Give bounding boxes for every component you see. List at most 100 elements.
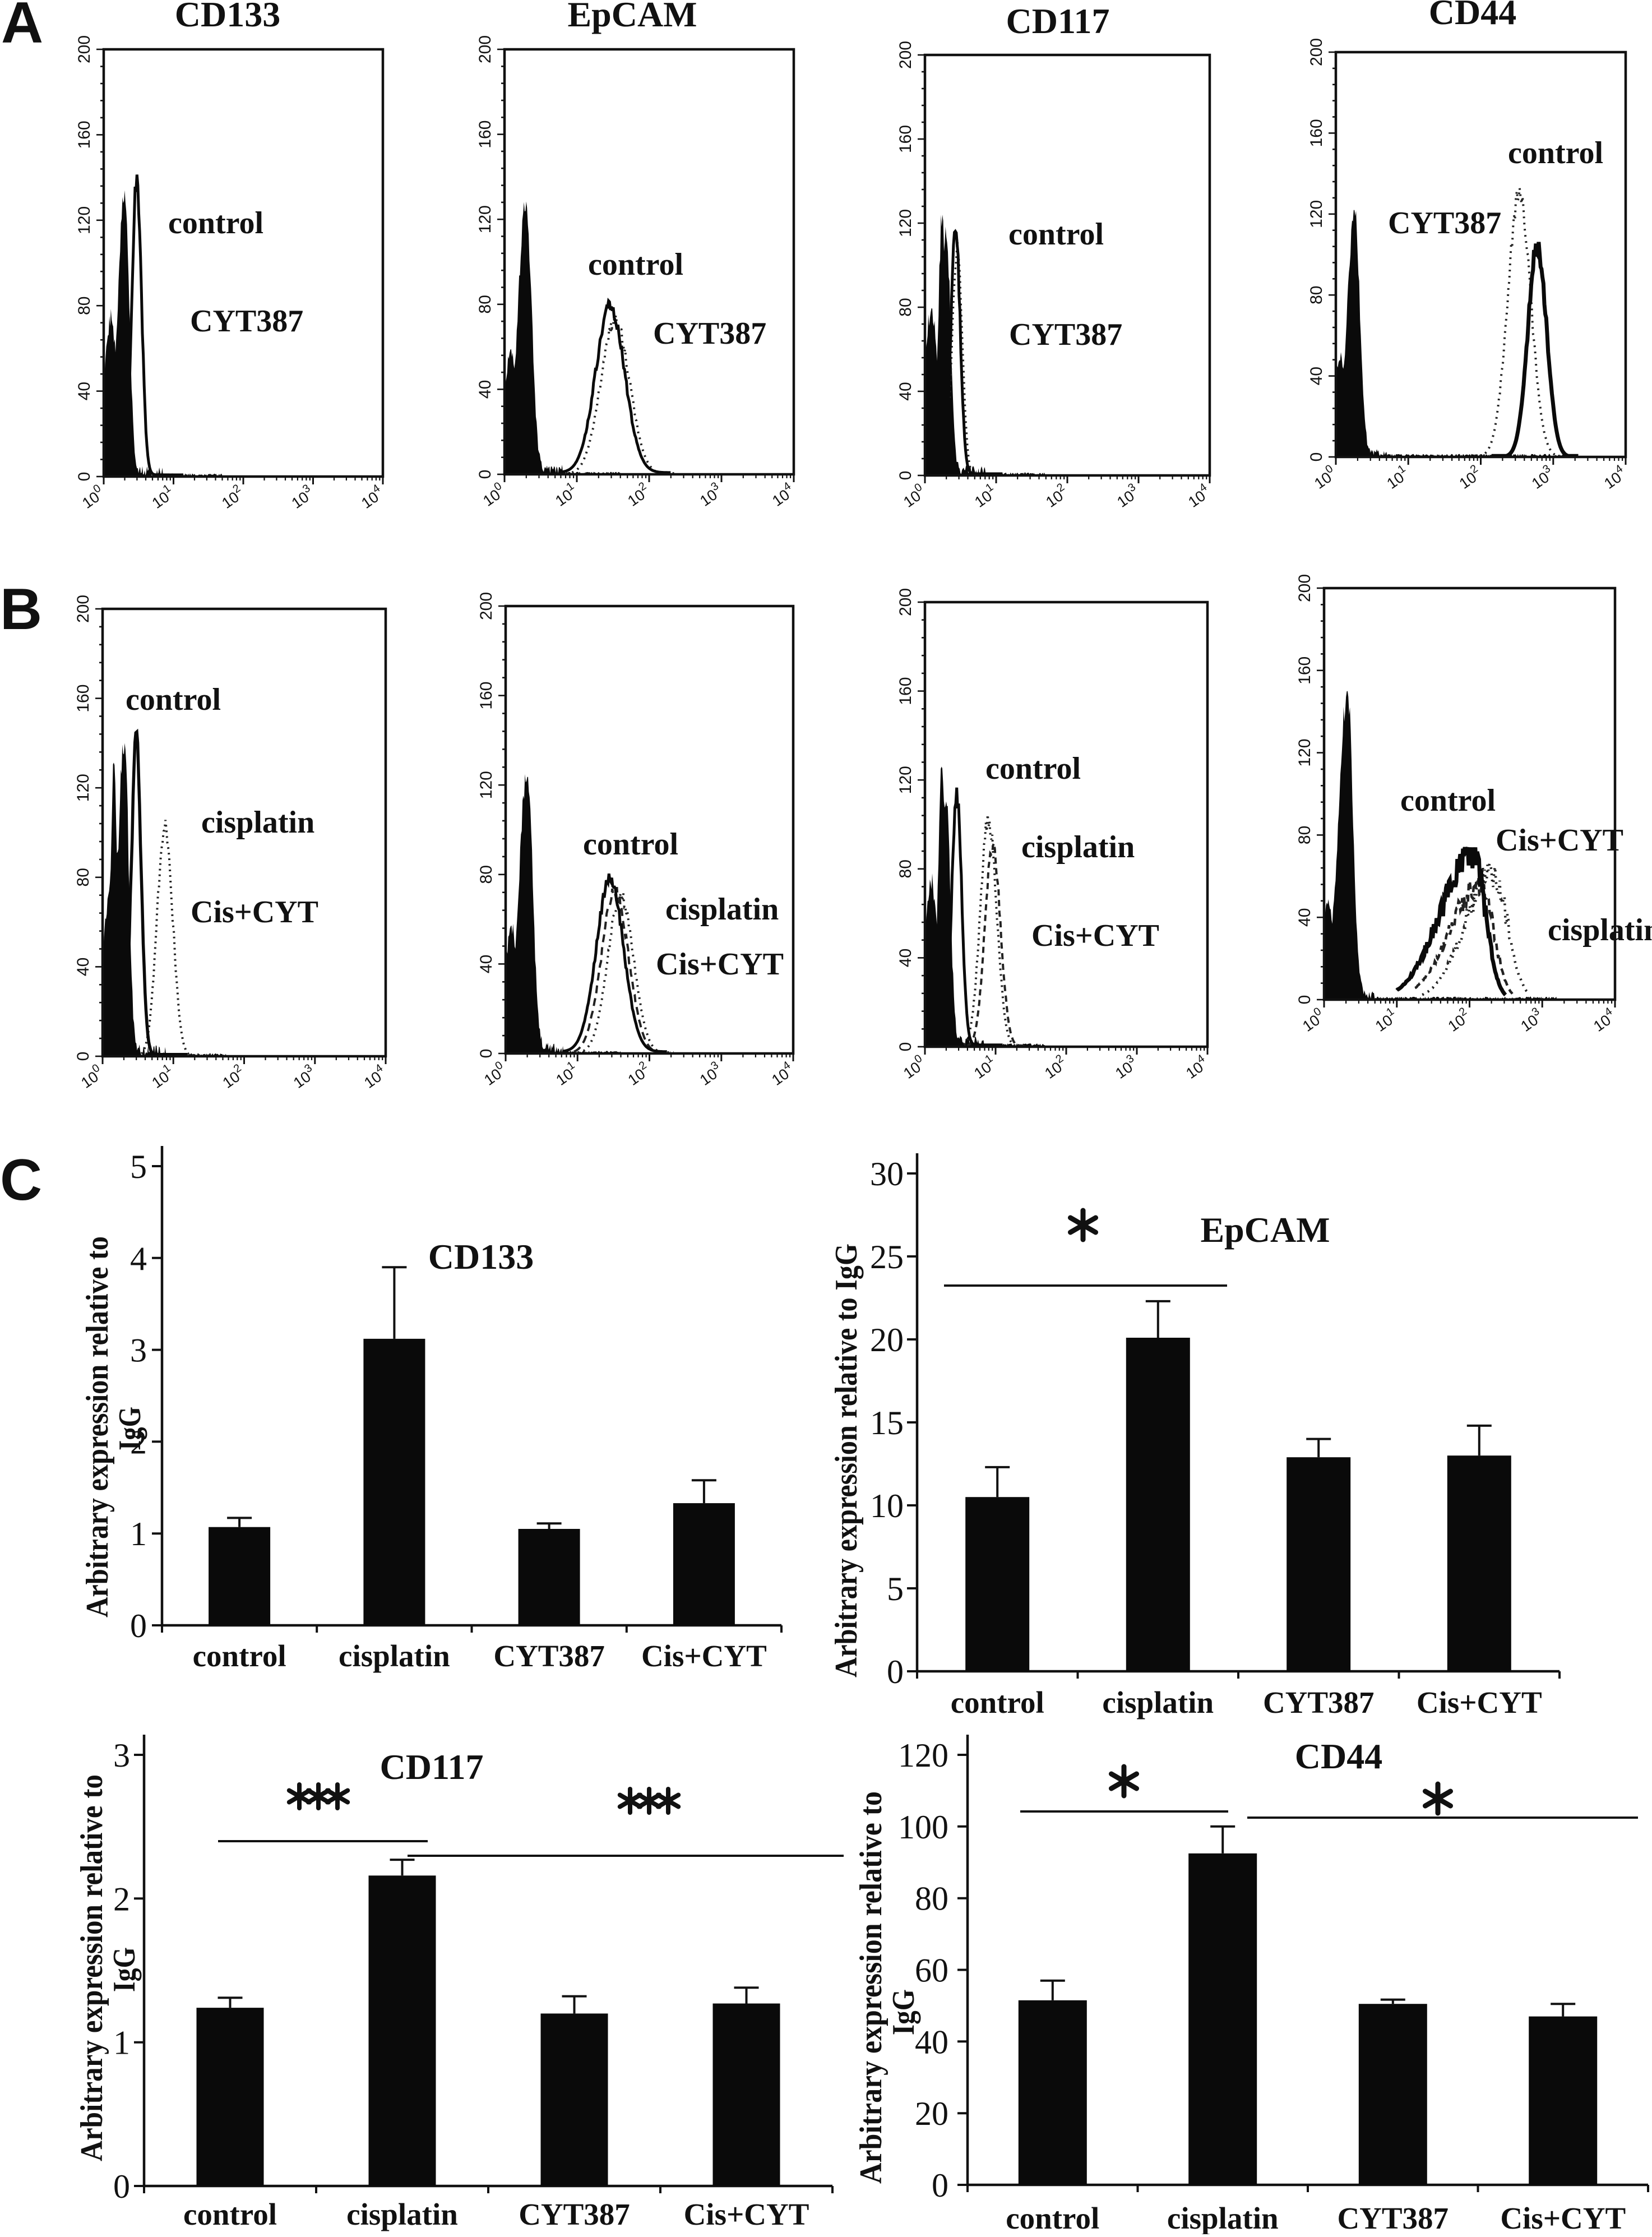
svg-text:0: 0 — [113, 2168, 130, 2205]
svg-text:200: 200 — [477, 592, 496, 620]
svg-text:cisplatin: cisplatin — [1021, 830, 1135, 865]
svg-text:120: 120 — [898, 1737, 948, 1774]
svg-text:Arbitrary expression relative: Arbitrary expression relative to — [854, 1791, 889, 2184]
svg-text:40: 40 — [477, 955, 496, 973]
svg-text:CYT387: CYT387 — [493, 1639, 605, 1673]
svg-text:CYT387: CYT387 — [653, 316, 766, 351]
svg-text:Cis+CYT: Cis+CYT — [656, 947, 784, 982]
svg-text:5: 5 — [130, 1148, 147, 1185]
svg-text:80: 80 — [896, 298, 915, 316]
svg-text:200: 200 — [75, 35, 94, 63]
svg-text:IgG: IgG — [113, 1407, 147, 1450]
svg-text:100: 100 — [898, 1809, 948, 1846]
svg-text:0: 0 — [130, 1607, 147, 1644]
svg-text:control: control — [1008, 217, 1104, 252]
svg-text:A: A — [1, 0, 43, 56]
svg-text:30: 30 — [870, 1156, 904, 1193]
svg-text:80: 80 — [896, 859, 915, 878]
svg-text:120: 120 — [75, 206, 94, 234]
svg-text:5: 5 — [887, 1570, 904, 1607]
svg-text:120: 120 — [896, 209, 915, 237]
svg-text:CYT387: CYT387 — [1263, 1685, 1375, 1720]
svg-text:Arbitrary expression relative: Arbitrary expression relative to — [80, 1236, 115, 1617]
svg-text:CYT387: CYT387 — [1388, 206, 1501, 241]
svg-text:C: C — [0, 1148, 42, 1213]
svg-text:control: control — [1508, 136, 1603, 170]
svg-text:20: 20 — [915, 2095, 948, 2132]
svg-text:200: 200 — [896, 41, 915, 69]
svg-text:0: 0 — [74, 1052, 92, 1061]
svg-text:control: control — [1006, 2201, 1099, 2234]
svg-text:160: 160 — [476, 121, 494, 149]
svg-text:CD117: CD117 — [1006, 1, 1110, 41]
svg-text:3: 3 — [130, 1332, 147, 1369]
svg-text:40: 40 — [896, 949, 915, 967]
svg-text:120: 120 — [477, 771, 496, 799]
svg-text:4: 4 — [130, 1240, 147, 1277]
svg-text:0: 0 — [1307, 452, 1326, 462]
svg-text:160: 160 — [75, 121, 94, 149]
svg-text:CYT387: CYT387 — [190, 304, 303, 339]
svg-text:CD133: CD133 — [428, 1237, 534, 1277]
svg-text:cisplatin: cisplatin — [1167, 2201, 1279, 2234]
svg-text:80: 80 — [1307, 286, 1326, 304]
svg-text:80: 80 — [1295, 826, 1314, 844]
svg-text:Cis+CYT: Cis+CYT — [1500, 2201, 1626, 2234]
svg-text:cisplatin: cisplatin — [1102, 1685, 1214, 1720]
svg-text:CD44: CD44 — [1429, 0, 1516, 32]
svg-text:control: control — [583, 827, 678, 862]
svg-text:EpCAM: EpCAM — [567, 0, 697, 34]
svg-text:1: 1 — [130, 1515, 147, 1552]
svg-text:160: 160 — [477, 682, 496, 710]
svg-text:15: 15 — [870, 1404, 904, 1441]
svg-text:120: 120 — [74, 774, 92, 802]
svg-text:0: 0 — [1295, 995, 1314, 1005]
svg-text:EpCAM: EpCAM — [1200, 1210, 1330, 1250]
svg-text:Cis+CYT: Cis+CYT — [641, 1639, 767, 1673]
svg-text:cisplatin: cisplatin — [346, 2197, 458, 2231]
svg-text:CD133: CD133 — [175, 0, 280, 34]
svg-text:20: 20 — [870, 1321, 904, 1358]
svg-text:0: 0 — [896, 471, 915, 480]
svg-text:40: 40 — [1307, 367, 1326, 385]
svg-text:200: 200 — [1295, 574, 1314, 602]
svg-text:200: 200 — [74, 595, 92, 623]
svg-text:IgG: IgG — [107, 1947, 142, 1992]
svg-text:40: 40 — [476, 380, 494, 399]
svg-text:120: 120 — [1295, 739, 1314, 767]
svg-text:160: 160 — [1307, 119, 1326, 147]
svg-text:40: 40 — [74, 958, 92, 976]
svg-text:25: 25 — [870, 1238, 904, 1275]
svg-text:control: control — [985, 751, 1081, 786]
svg-text:80: 80 — [75, 297, 94, 315]
svg-text:cisplatin: cisplatin — [201, 805, 314, 840]
svg-text:0: 0 — [477, 1049, 496, 1059]
svg-text:40: 40 — [896, 382, 915, 400]
svg-text:160: 160 — [74, 685, 92, 713]
svg-text:Cis+CYT: Cis+CYT — [1496, 823, 1623, 858]
svg-text:10: 10 — [870, 1487, 904, 1524]
svg-text:Cis+CYT: Cis+CYT — [1417, 1685, 1542, 1720]
svg-text:0: 0 — [75, 472, 94, 482]
svg-text:CYT387: CYT387 — [1337, 2201, 1449, 2234]
svg-text:80: 80 — [915, 1880, 948, 1917]
svg-text:2: 2 — [130, 1423, 147, 1460]
svg-text:40: 40 — [75, 382, 94, 400]
svg-text:1: 1 — [113, 2025, 130, 2062]
svg-text:40: 40 — [1295, 908, 1314, 927]
svg-text:80: 80 — [476, 295, 494, 313]
svg-text:CD117: CD117 — [380, 1747, 484, 1787]
svg-text:cisplatin: cisplatin — [339, 1639, 450, 1673]
svg-text:0: 0 — [896, 1042, 915, 1052]
svg-text:B: B — [0, 577, 42, 642]
svg-text:CYT387: CYT387 — [1009, 317, 1122, 352]
svg-text:control: control — [951, 1685, 1044, 1720]
svg-text:80: 80 — [74, 868, 92, 886]
svg-text:control: control — [1400, 783, 1496, 818]
svg-text:CYT387: CYT387 — [519, 2197, 630, 2231]
svg-text:120: 120 — [1307, 200, 1326, 228]
svg-text:cisplatin: cisplatin — [665, 892, 779, 927]
svg-text:2: 2 — [113, 1880, 130, 1917]
svg-text:60: 60 — [915, 1952, 948, 1989]
svg-text:120: 120 — [896, 766, 915, 794]
